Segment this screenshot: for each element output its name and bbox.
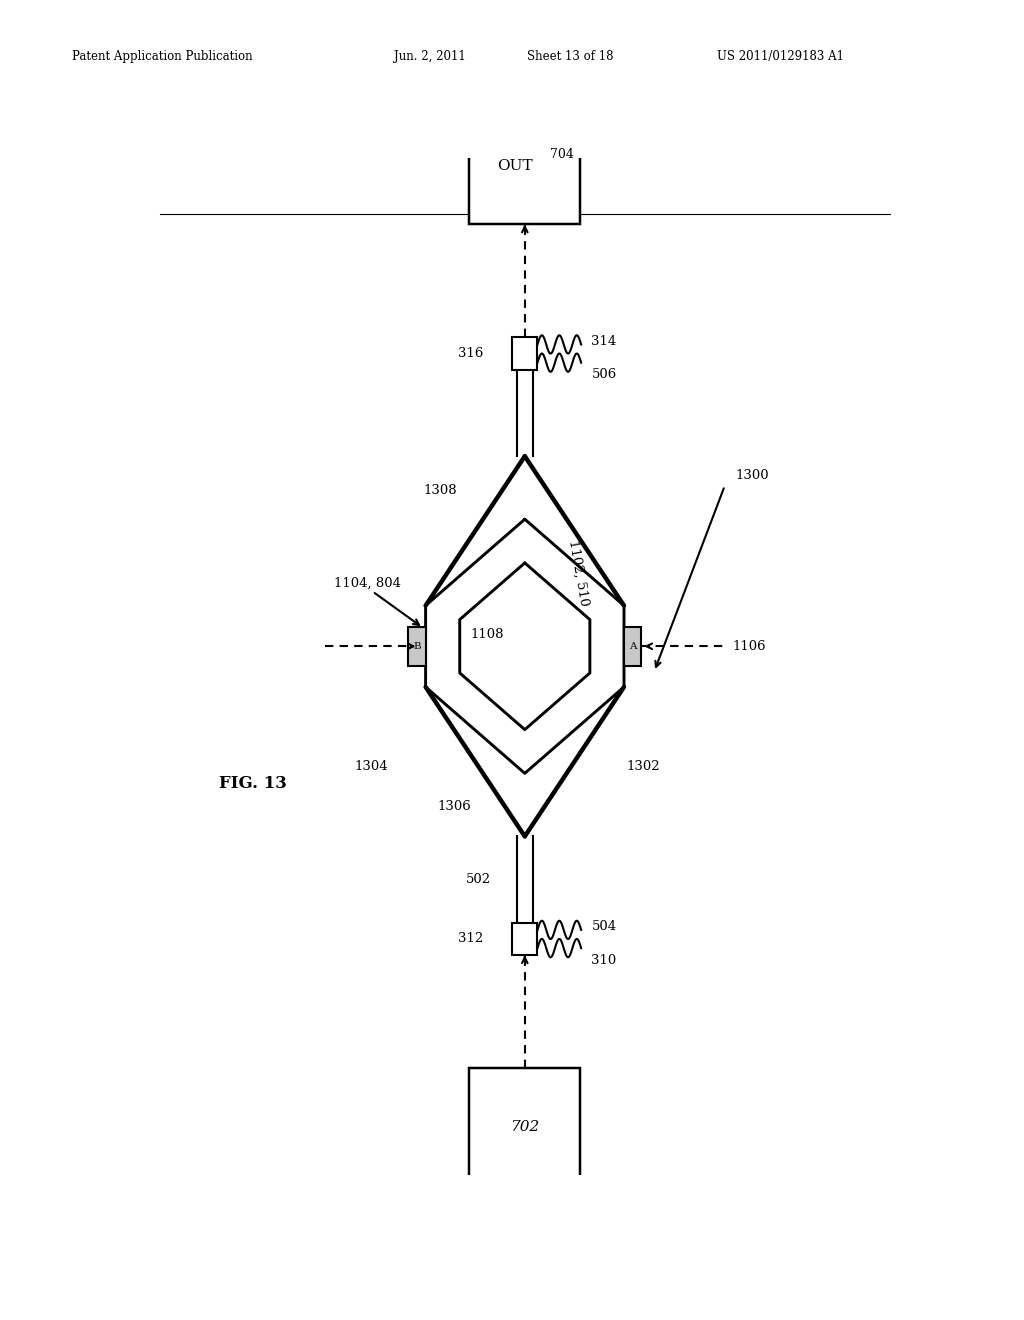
Text: Jun. 2, 2011: Jun. 2, 2011 — [394, 50, 466, 63]
Text: 1102, 510: 1102, 510 — [566, 539, 591, 607]
Bar — [512, 338, 538, 370]
Bar — [409, 627, 426, 665]
Bar — [624, 627, 641, 665]
Text: 1302: 1302 — [627, 760, 660, 772]
Text: A: A — [629, 642, 637, 651]
Text: 504: 504 — [592, 920, 616, 933]
Text: 702: 702 — [510, 1119, 540, 1134]
Bar — [469, 1068, 581, 1185]
Text: 1300: 1300 — [735, 469, 769, 482]
Text: 1104, 804: 1104, 804 — [334, 577, 401, 590]
Text: FIG. 13: FIG. 13 — [219, 775, 287, 792]
Text: 316: 316 — [458, 347, 483, 360]
Text: Patent Application Publication: Patent Application Publication — [72, 50, 252, 63]
Bar — [469, 108, 581, 224]
Text: 1304: 1304 — [354, 760, 388, 772]
Text: 310: 310 — [592, 953, 616, 966]
Text: 502: 502 — [466, 873, 492, 886]
Text: 1306: 1306 — [437, 800, 471, 813]
Text: OUT: OUT — [498, 158, 534, 173]
Text: 506: 506 — [592, 368, 616, 381]
Text: 1108: 1108 — [470, 627, 504, 640]
Text: Sheet 13 of 18: Sheet 13 of 18 — [527, 50, 613, 63]
Text: 1308: 1308 — [424, 484, 458, 498]
Text: US 2011/0129183 A1: US 2011/0129183 A1 — [717, 50, 844, 63]
Text: B: B — [413, 642, 421, 651]
Text: 704: 704 — [550, 148, 574, 161]
Text: 312: 312 — [459, 932, 483, 945]
Text: 314: 314 — [592, 335, 616, 347]
Text: 1106: 1106 — [733, 640, 766, 653]
Bar — [512, 923, 538, 956]
